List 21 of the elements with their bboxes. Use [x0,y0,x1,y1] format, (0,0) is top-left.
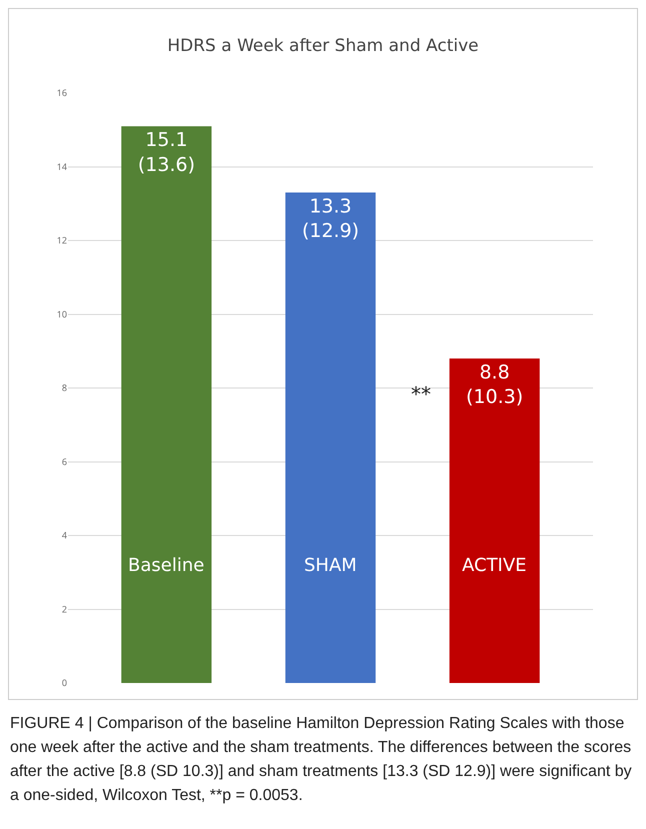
y-tick-label: 12 [56,234,67,247]
x-tick-label: Baseline [128,555,204,576]
bar [285,192,376,683]
bar [449,358,540,683]
annotation: ** [411,382,431,406]
y-tick-label: 16 [56,86,67,100]
y-tick-label: 10 [56,307,67,320]
caption: FIGURE 4 | Comparison of the baseline Hamilton Depression Rating Scales with those one week after the active and the sham treatments. The differences between the scores after the active [8.8 (SD 10.3)] and sham treatments [13.3 (SD 12.9)] were significant by a one-sided, Wilcoxon Test, **p = 0.0053. [10,714,633,806]
y-tick-label: 8 [62,381,67,394]
data-label: 13.3 (12.9) [302,196,360,242]
y-tick-label: 14 [56,160,67,173]
x-tick-label: ACTIVE [462,555,527,576]
chart-title: HDRS a Week after Sham and Active [167,36,479,56]
bar [121,126,212,683]
data-label: 8.8 (10.3) [466,362,524,408]
y-tick-label: 2 [62,602,67,616]
y-tick-label: 0 [62,676,67,690]
y-tick-label: 6 [62,454,67,468]
x-tick-label: SHAM [304,555,357,576]
data-label: 15.1 (13.6) [138,129,196,176]
y-tick-label: 4 [62,528,67,542]
